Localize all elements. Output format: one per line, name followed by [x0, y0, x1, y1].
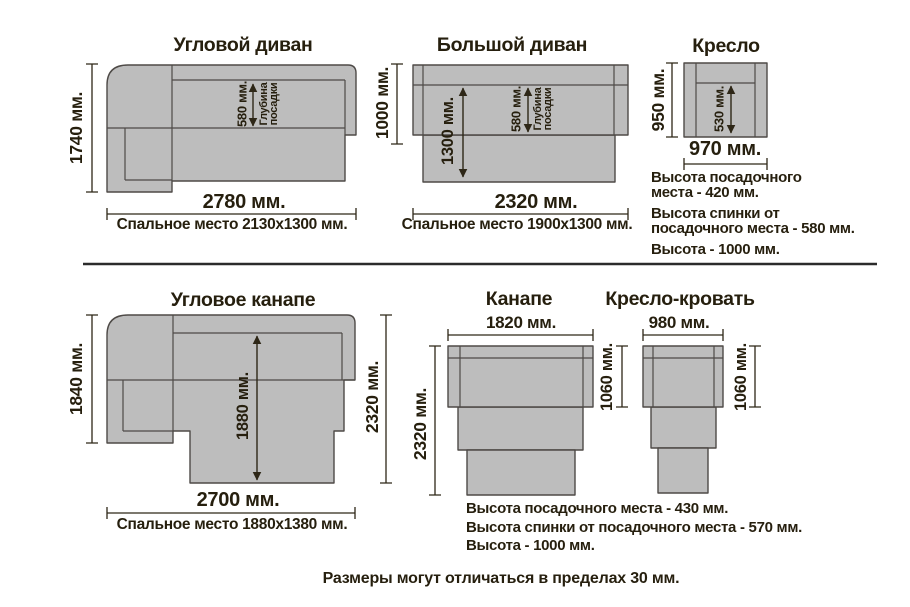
armchair-bed-width-dim	[642, 329, 724, 341]
corner-sofa-seat-depth-label: 580 мм.	[235, 81, 250, 127]
armchair-seams	[695, 63, 756, 137]
big-sofa-body	[412, 64, 629, 136]
armchair-width-dim	[683, 158, 768, 170]
armchair-bed-mid	[650, 406, 717, 449]
big-sofa-height-dim	[391, 63, 403, 145]
armchair-bed-end	[657, 447, 709, 494]
canape-section: Канапе 1820 мм. 2320 мм. 1060 мм.	[410, 288, 628, 496]
corner-canape-width-label: 2700 мм.	[197, 489, 280, 511]
armchair-note-total-height: Высота - 1000 мм.	[651, 242, 887, 257]
corner-canape-width-dim	[106, 507, 356, 519]
canape-seat-height-dim	[616, 345, 628, 408]
corner-sofa-seat-depth-caption-2: посадки	[268, 83, 280, 126]
big-sofa-seams	[413, 65, 628, 135]
armchair-bed-body	[642, 345, 724, 408]
big-sofa-width-dim	[412, 208, 629, 220]
note-line: Высота спинки от посадочного места - 570…	[466, 518, 802, 536]
big-sofa-title: Большой диван	[437, 34, 587, 56]
corner-sofa-height-dim	[86, 63, 98, 193]
note-line: Высота - 1000 мм.	[466, 537, 595, 554]
note-line: места - 420 мм.	[651, 184, 759, 201]
canape-total-depth-dim	[429, 345, 441, 496]
big-sofa-width-label: 2320 мм.	[495, 191, 578, 213]
big-sofa-seat-depth-caption-1: Глубина	[532, 86, 544, 130]
note-line: посадочного места - 580 мм.	[651, 220, 855, 237]
big-sofa-seat-depth-caption-2: посадки	[542, 88, 554, 131]
footer-note: Размеры могут отличаться в пределах 30 м…	[322, 570, 680, 587]
corner-sofa-width-label: 2780 мм.	[203, 191, 286, 213]
armchair-bed-title: Кресло-кровать	[605, 288, 755, 310]
armchair-height-dim	[666, 62, 678, 138]
note-line: Высота посадочного места - 430 мм.	[466, 500, 729, 517]
armchair-seat-depth-label: 530 мм.	[712, 86, 727, 132]
corner-sofa-width-dim	[106, 208, 357, 220]
armchair-title: Кресло	[692, 35, 760, 57]
note-line: Высота спинки от	[651, 205, 780, 222]
armchair-bed-seat-height-dim	[749, 345, 761, 408]
canape-seat-height-label: 1060 мм.	[598, 343, 616, 411]
corner-sofa-height-label: 1740 мм.	[66, 92, 86, 164]
armchair-bed-section: Кресло-кровать 980 мм. 1060 мм.	[605, 288, 761, 494]
canape-total-depth-label: 2320 мм.	[410, 388, 430, 460]
canape-bed-end	[466, 449, 576, 496]
canape-title: Канапе	[486, 288, 553, 310]
corner-sofa-sleeping-label: Спальное место 2130x1300 мм.	[117, 216, 348, 233]
armchair-height-label: 950 мм.	[648, 69, 668, 132]
big-sofa-sleeping-label: Спальное место 1900x1300 мм.	[402, 216, 633, 233]
canape-width-dim	[447, 329, 594, 341]
armchair-section: Кресло 950 мм. 530 мм. 970 мм.	[648, 35, 768, 170]
big-sofa-section: Большой диван 1000 мм. 1300 мм. 580 мм. …	[372, 34, 633, 233]
corner-canape-sleeping-label: Спальное место 1880x1380 мм.	[117, 516, 348, 533]
big-sofa-height-label: 1000 мм.	[372, 67, 392, 139]
note-line: Высота посадочного	[651, 169, 802, 186]
corner-sofa-seams	[107, 65, 346, 181]
armchair-width-label: 970 мм.	[689, 138, 761, 160]
canape-width-label: 1820 мм.	[486, 313, 556, 332]
corner-sofa-seat-depth-caption-1: Глубина	[258, 81, 270, 125]
corner-canape-title: Угловое канапе	[171, 289, 316, 311]
armchair-body	[683, 62, 768, 138]
armchair-bed-seams	[643, 346, 723, 407]
armchair-bed-seat-height-label: 1060 мм.	[732, 343, 750, 411]
corner-sofa-title: Угловой диван	[174, 34, 313, 56]
corner-canape-seams	[107, 315, 355, 432]
corner-canape-height-label: 1840 мм.	[66, 343, 86, 415]
canape-body	[447, 345, 594, 408]
corner-canape-unfold-depth-label: 1880 мм.	[234, 372, 252, 440]
armchair-note-seat-height: Высота посадочного места - 420 мм.	[651, 170, 887, 200]
big-sofa-unfold-depth-label: 1300 мм.	[439, 97, 457, 165]
corner-canape-total-depth-label: 2320 мм.	[362, 361, 382, 433]
armchair-bed-width-label: 980 мм.	[649, 313, 710, 332]
corner-sofa-section: Угловой диван 1740 мм. 580 мм. Глубина п…	[66, 34, 357, 233]
corner-canape-total-depth-dim	[380, 314, 392, 484]
corner-canape-outline	[106, 314, 356, 484]
armchair-notes: Высота посадочного места - 420 мм. Высот…	[651, 170, 887, 263]
big-sofa-seat-depth-label: 580 мм.	[509, 86, 524, 132]
corner-canape-section: Угловое канапе 1880 мм. 1840 мм. 2320 мм…	[66, 289, 392, 533]
shared-notes: Высота посадочного места - 430 мм. Высот…	[466, 500, 802, 556]
armchair-note-back-height: Высота спинки от посадочного места - 580…	[651, 206, 887, 236]
canape-seams	[448, 346, 593, 407]
canape-bed-mid	[457, 406, 584, 451]
corner-canape-height-dim	[86, 314, 98, 444]
note-line: Высота - 1000 мм.	[651, 241, 780, 258]
